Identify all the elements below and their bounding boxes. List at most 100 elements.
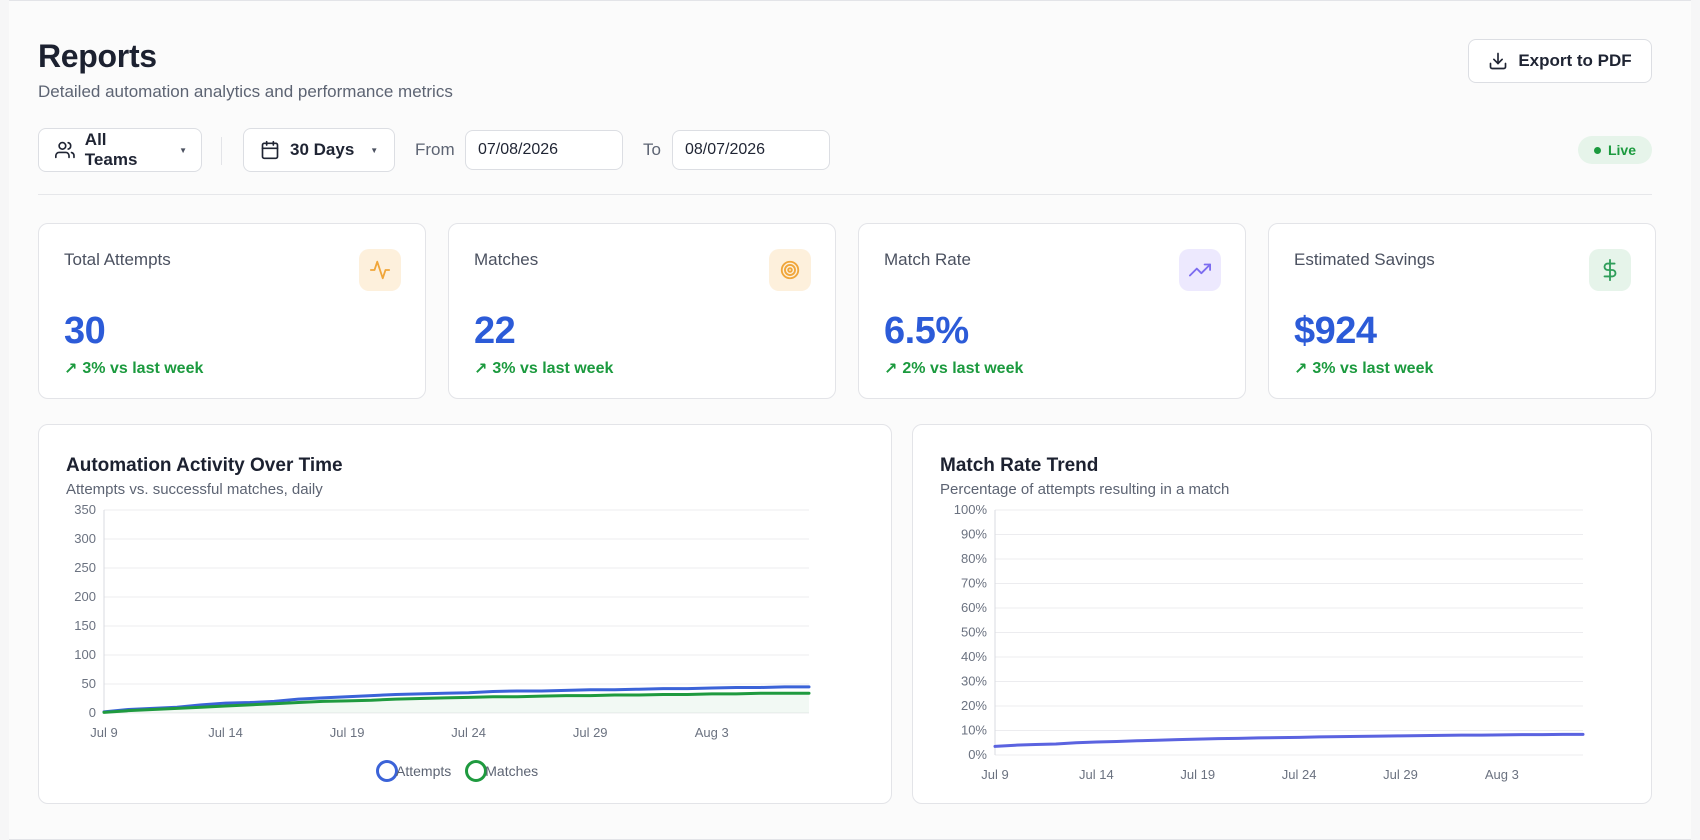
legend-swatch-attempts xyxy=(376,760,398,782)
export-pdf-label: Export to PDF xyxy=(1518,51,1632,70)
stat-label: Matches xyxy=(474,250,539,269)
arrow-up-right-icon: ↗ xyxy=(64,361,78,378)
stat-delta-text: 2% vs last week xyxy=(902,360,1024,377)
series-line-matches xyxy=(102,691,811,714)
stat-delta: ↗ 3% vs last week xyxy=(1294,359,1433,379)
x-tick-label: Jul 14 xyxy=(1079,767,1114,782)
series-area xyxy=(104,693,809,713)
y-tick-label: 60% xyxy=(961,600,987,615)
x-tick-label: Jul 24 xyxy=(1282,767,1317,782)
from-label: From xyxy=(415,140,455,159)
page-title: Reports xyxy=(38,38,157,74)
x-tick-label: Jul 19 xyxy=(330,725,365,740)
y-tick-label: 50% xyxy=(961,625,987,640)
stat-delta: ↗ 3% vs last week xyxy=(64,359,203,379)
x-tick-label: Aug 3 xyxy=(695,725,729,740)
y-tick-label: 70% xyxy=(961,576,987,591)
y-tick-label: 30% xyxy=(961,674,987,689)
legend-item-matches[interactable]: Matches xyxy=(465,760,538,782)
live-label: Live xyxy=(1607,142,1636,158)
stat-delta: ↗ 2% vs last week xyxy=(884,359,1023,379)
stat-delta-text: 3% vs last week xyxy=(82,360,204,377)
y-tick-label: 250 xyxy=(74,560,96,575)
y-tick-label: 300 xyxy=(74,531,96,546)
filter-divider xyxy=(221,137,222,165)
match-rate-trend-chart-card: Match Rate Trend Percentage of attempts … xyxy=(912,424,1652,804)
y-tick-label: 0 xyxy=(89,705,96,720)
match-rate-line-chart: 0% 10% 20% 30% 40% 50% 60% 70% 80% 90% 100% Jul 9 Ju… xyxy=(954,502,1585,782)
x-tick-label: Jul 9 xyxy=(90,725,117,740)
x-tick-label: Jul 29 xyxy=(573,725,608,740)
stat-label: Estimated Savings xyxy=(1294,250,1435,269)
x-tick-label: Aug 3 xyxy=(1485,767,1519,782)
chart-subtitle: Attempts vs. successful matches, daily xyxy=(66,481,323,498)
y-tick-label: 40% xyxy=(961,649,987,664)
arrow-up-right-icon: ↗ xyxy=(474,361,488,378)
stat-label: Match Rate xyxy=(884,250,971,269)
y-tick-label: 100 xyxy=(74,647,96,662)
x-tick-label: Jul 19 xyxy=(1180,767,1215,782)
stat-value: 30 xyxy=(64,310,106,352)
caret-down-icon: ▼ xyxy=(179,145,187,155)
stat-card-estimated-savings: Estimated Savings $924 ↗ 3% vs last week xyxy=(1268,223,1656,399)
stat-card-match-rate: Match Rate 6.5% ↗ 2% vs last week xyxy=(858,223,1246,399)
team-select-value: All Teams xyxy=(84,130,138,169)
stat-delta: ↗ 3% vs last week xyxy=(474,359,613,379)
to-label: To xyxy=(643,140,661,159)
chart-title: Match Rate Trend xyxy=(940,455,1099,476)
y-tick-label: 20% xyxy=(961,698,987,713)
automation-activity-chart-card: Automation Activity Over Time Attempts v… xyxy=(38,424,892,804)
series-line-attempts xyxy=(102,685,811,714)
y-tick-label: 10% xyxy=(961,723,987,738)
period-select-value: 30 Days xyxy=(290,140,355,159)
users-icon xyxy=(55,141,75,159)
legend-label: Attempts xyxy=(396,763,452,779)
y-tick-label: 50 xyxy=(82,676,96,691)
x-tick-label: Jul 9 xyxy=(981,767,1008,782)
live-dot-icon xyxy=(1593,146,1601,154)
download-icon xyxy=(1489,52,1507,70)
stat-delta-text: 3% vs last week xyxy=(492,360,614,377)
section-divider xyxy=(38,194,1652,195)
y-tick-label: 80% xyxy=(961,551,987,566)
chart-title: Automation Activity Over Time xyxy=(66,455,343,476)
arrow-up-right-icon: ↗ xyxy=(884,361,898,378)
target-icon xyxy=(769,249,811,291)
dollar-icon xyxy=(1589,249,1631,291)
trending-up-icon xyxy=(1179,249,1221,291)
stat-value: 6.5% xyxy=(884,310,969,352)
export-pdf-button[interactable]: Export to PDF xyxy=(1468,39,1652,83)
activity-line-chart: 0 50 100 150 200 250 300 350 Jul 9 Jul 14 Jul 19 Ju… xyxy=(74,502,811,740)
stat-value: 22 xyxy=(474,310,516,352)
stat-card-matches: Matches 22 ↗ 3% vs last week xyxy=(448,223,836,399)
x-tick-label: Jul 29 xyxy=(1383,767,1418,782)
page-subtitle: Detailed automation analytics and perfor… xyxy=(38,82,453,101)
y-tick-label: 100% xyxy=(954,502,988,517)
y-tick-label: 200 xyxy=(74,589,96,604)
y-tick-label: 90% xyxy=(961,527,987,542)
chart-legend: Attempts Matches xyxy=(376,760,538,782)
stat-value: $924 xyxy=(1294,310,1377,352)
stat-delta-text: 3% vs last week xyxy=(1312,360,1434,377)
y-tick-label: 150 xyxy=(74,618,96,633)
from-date-input[interactable] xyxy=(465,130,623,170)
y-tick-label: 350 xyxy=(74,502,96,517)
x-tick-label: Jul 14 xyxy=(208,725,243,740)
calendar-icon xyxy=(261,140,279,160)
legend-item-attempts[interactable]: Attempts xyxy=(376,760,451,782)
to-date-input[interactable] xyxy=(672,130,830,170)
period-select[interactable]: 30 Days ▼ xyxy=(243,128,395,172)
caret-down-icon: ▼ xyxy=(370,145,379,155)
activity-icon xyxy=(359,249,401,291)
stat-card-total-attempts: Total Attempts 30 ↗ 3% vs last week xyxy=(38,223,426,399)
team-select[interactable]: All Teams ▼ xyxy=(38,128,202,172)
chart-subtitle: Percentage of attempts resulting in a ma… xyxy=(940,481,1230,498)
series-line-match-rate xyxy=(993,732,1585,748)
stat-label: Total Attempts xyxy=(64,250,171,269)
y-tick-label: 0% xyxy=(968,747,987,762)
legend-label: Matches xyxy=(485,763,539,779)
arrow-up-right-icon: ↗ xyxy=(1294,361,1308,378)
live-badge: Live xyxy=(1578,136,1652,164)
x-tick-label: Jul 24 xyxy=(451,725,486,740)
legend-swatch-matches xyxy=(465,760,488,782)
